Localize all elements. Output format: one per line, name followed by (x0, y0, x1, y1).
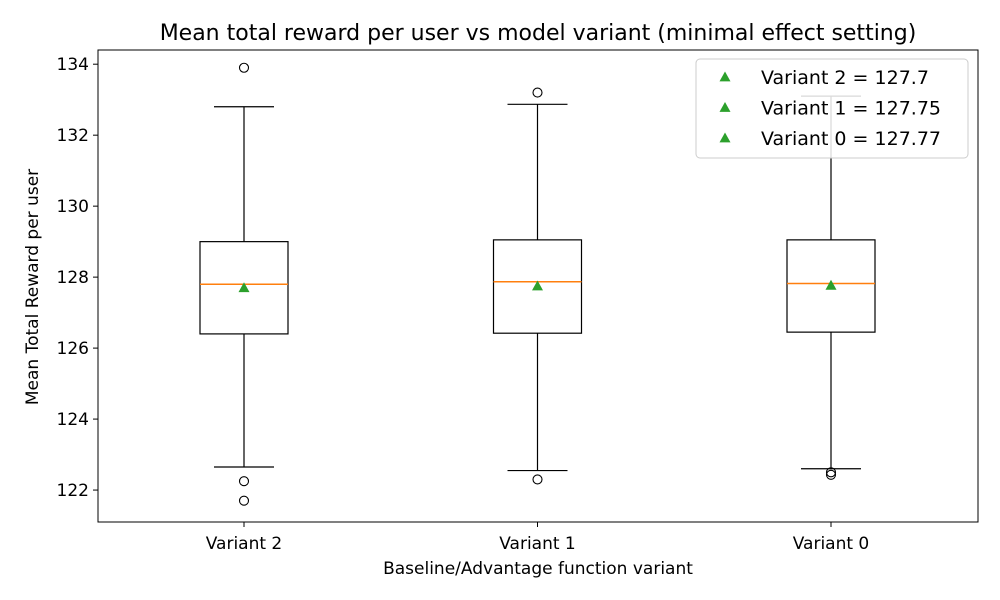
plot-frame (97, 49, 979, 523)
plot-area: 122 124 126 128 130 132 134 Variant 2 Variant 1 V… (57, 49, 979, 554)
legend-entry: Variant 2 = 127.7 (761, 67, 929, 89)
x-tick-label: Variant 0 (793, 534, 870, 554)
outlier-point (825, 469, 837, 480)
mean-marker (532, 280, 543, 291)
outlier-point (532, 474, 543, 485)
mean-marker (825, 279, 837, 290)
legend-marker (719, 71, 731, 82)
iqr-box (199, 241, 289, 335)
y-tick-label: 126 (57, 339, 89, 359)
box-group (199, 62, 289, 506)
outlier-point (238, 62, 250, 73)
outlier-point (238, 495, 250, 506)
y-tick-label: 130 (57, 197, 89, 217)
legend-marker (719, 132, 731, 143)
x-axis-label: Baseline/Advantage function variant (383, 559, 693, 579)
legend-box (695, 58, 969, 159)
outlier-point (238, 476, 250, 487)
y-tick-label: 128 (57, 268, 89, 288)
y-tick-label: 124 (57, 410, 89, 430)
x-tick-label: Variant 1 (499, 534, 576, 554)
y-tick-label: 122 (57, 481, 89, 501)
legend-entry: Variant 0 = 127.77 (761, 128, 941, 150)
iqr-box (492, 239, 583, 334)
legend-entry: Variant 1 = 127.75 (761, 98, 941, 120)
y-tick-label: 132 (57, 126, 89, 146)
mean-marker (238, 282, 250, 293)
legend: Variant 2 = 127.7 Variant 1 = 127.75 Varia… (695, 58, 969, 159)
y-tick-label: 134 (57, 55, 89, 75)
x-tick-label: Variant 2 (206, 534, 283, 554)
legend-marker (719, 102, 731, 112)
box-group (492, 87, 583, 485)
chart-title: Mean total reward per user vs model vari… (160, 21, 917, 46)
iqr-box (786, 239, 876, 333)
outlier-point (825, 467, 837, 478)
y-axis-label: Mean Total Reward per user (23, 169, 43, 405)
outlier-point (532, 87, 543, 98)
